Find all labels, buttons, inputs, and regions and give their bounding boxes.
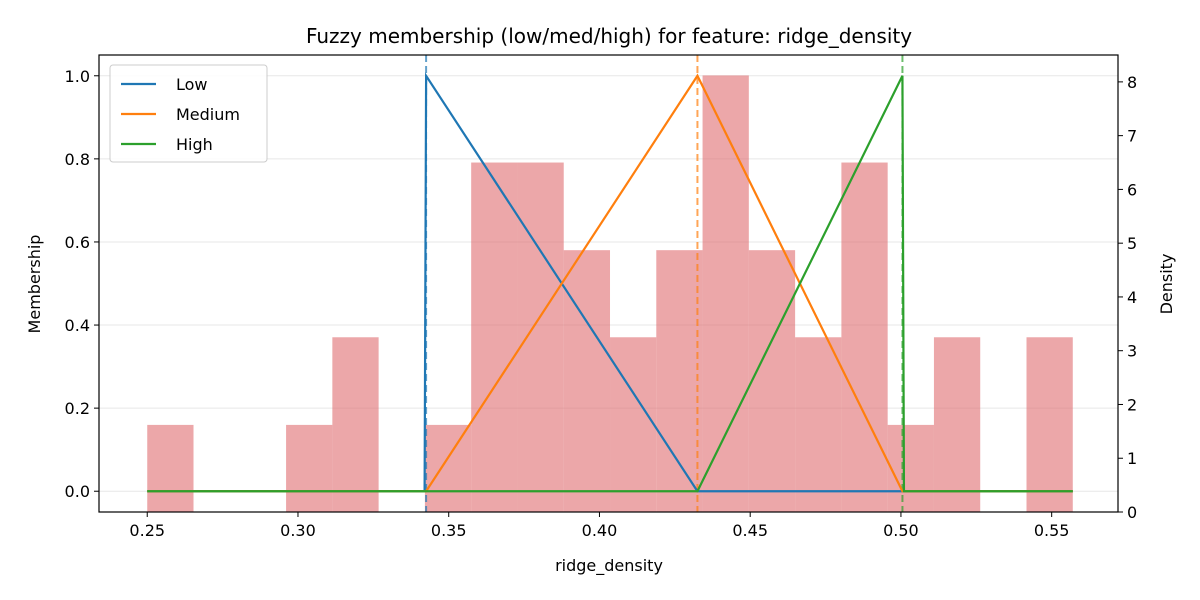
histogram-bar-9 [563, 250, 611, 512]
y2-tick-label-2: 2 [1127, 395, 1137, 414]
y2-tick-label-7: 7 [1127, 127, 1137, 146]
y2-tick-label-6: 6 [1127, 180, 1137, 199]
histogram-bar-19 [1026, 337, 1073, 512]
histogram-bar-10 [610, 337, 657, 512]
y2-tick-label-5: 5 [1127, 234, 1137, 253]
x-tick-label-1: 0.30 [280, 521, 316, 540]
histogram-bar-15 [841, 162, 888, 512]
y2-tick-label-1: 1 [1127, 449, 1137, 468]
y2-axis-label: Density [1157, 254, 1176, 315]
x-axis-label: ridge_density [555, 556, 663, 576]
legend-box [109, 64, 268, 163]
x-tick-label-3: 0.40 [582, 521, 618, 540]
y-tick-label-2: 0.4 [65, 316, 90, 335]
center-lines [425, 55, 904, 512]
chart-title: Fuzzy membership (low/med/high) for feat… [306, 24, 912, 48]
histogram-bar-17 [933, 337, 981, 512]
legend-label-medium: Medium [176, 105, 240, 124]
histogram-bar-12 [702, 75, 749, 512]
axes: 0.25 0.30 0.35 0.40 0.45 0.50 0.55 0.0 0.2 0.4 0.6… [65, 67, 1138, 540]
histogram-bar-7 [471, 162, 518, 512]
histogram-bar-11 [656, 250, 703, 512]
series-line-high [147, 75, 1073, 493]
y2-tick-label-8: 8 [1127, 73, 1137, 92]
histogram-bars [147, 75, 1073, 512]
histogram-bar-4 [332, 337, 379, 512]
y-axis-label: Membership [25, 235, 44, 334]
membership-lines [147, 72, 1073, 493]
legend-label-low: Low [176, 75, 208, 94]
y2-tick-label-4: 4 [1127, 288, 1137, 307]
x-tick-label-4: 0.45 [732, 521, 768, 540]
x-tick-label-5: 0.50 [883, 521, 919, 540]
y2-tick-label-3: 3 [1127, 342, 1137, 361]
legend-label-high: High [176, 135, 213, 154]
histogram-bar-8 [517, 162, 564, 512]
histogram-bar-0 [147, 424, 194, 512]
x-tick-label-6: 0.55 [1034, 521, 1070, 540]
y-tick-label-3: 0.6 [65, 233, 90, 252]
x-tick-label-2: 0.35 [431, 521, 467, 540]
y-tick-label-4: 0.8 [65, 150, 90, 169]
histogram-bar-3 [286, 424, 333, 512]
y2-tick-label-0: 0 [1127, 503, 1137, 522]
y-tick-label-0: 0.0 [65, 482, 90, 501]
x-tick-label-0: 0.25 [129, 521, 165, 540]
plot-frame [98, 54, 1119, 513]
histogram-bar-16 [887, 424, 934, 512]
histogram-bar-14 [795, 337, 842, 512]
legend: Low Medium High [109, 64, 268, 163]
y-tick-label-5: 1.0 [65, 67, 90, 86]
histogram-bar-13 [748, 250, 796, 512]
y-tick-label-1: 0.2 [65, 399, 90, 418]
histogram-bar-6 [424, 424, 472, 512]
